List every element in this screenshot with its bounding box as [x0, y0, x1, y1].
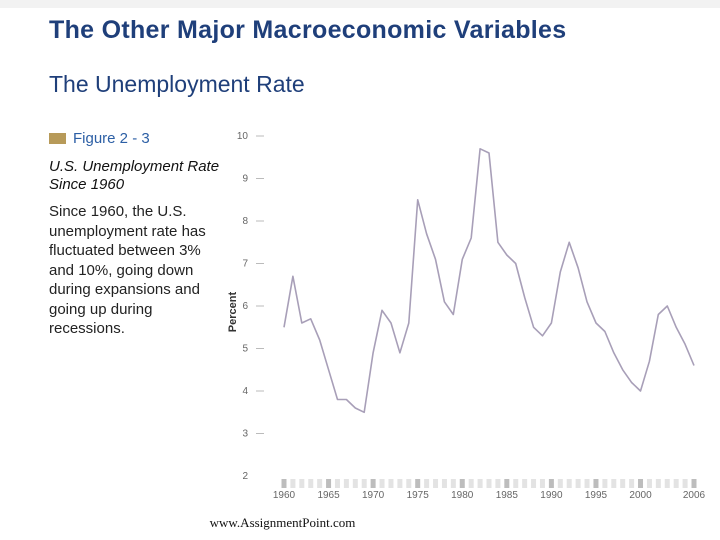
x-tick-mark — [334, 479, 340, 488]
x-tick-mark — [308, 479, 314, 488]
x-tick-mark — [388, 479, 394, 488]
x-tick-mark — [629, 479, 635, 488]
x-tick-mark — [317, 479, 323, 488]
x-tick-mark — [361, 479, 367, 488]
x-tick-mark — [433, 479, 439, 488]
x-tick-mark — [379, 479, 385, 488]
y-tick-label: 10 — [237, 131, 249, 142]
x-tick-mark — [531, 479, 537, 488]
x-axis: 1960 1965 1970 1975 1980 1985 1990 1995 2000 2006 — [273, 479, 706, 501]
x-tick-mark — [611, 479, 617, 488]
x-tick-mark — [602, 479, 608, 488]
x-tick-label: 1990 — [540, 490, 563, 501]
x-tick-mark — [566, 479, 572, 488]
y-tick-label: 2 — [242, 471, 248, 482]
x-tick-mark — [406, 479, 412, 488]
unemployment-series-line — [283, 148, 695, 414]
top-band — [0, 0, 720, 8]
x-tick-mark — [548, 479, 554, 488]
x-tick-mark — [343, 479, 349, 488]
x-tick-mark — [299, 479, 305, 488]
footer-url: www.AssignmentPoint.com — [209, 515, 356, 530]
x-tick-mark — [539, 479, 545, 488]
x-tick-mark — [522, 479, 528, 488]
series-layer — [283, 148, 695, 414]
slide-subtitle: The Unemployment Rate — [49, 71, 305, 97]
figure-label: Figure 2 - 3 — [49, 130, 150, 147]
x-tick-mark — [326, 479, 332, 488]
x-tick-mark — [682, 479, 688, 488]
x-tick-mark — [468, 479, 474, 488]
x-tick-mark — [691, 479, 697, 488]
x-tick-mark — [584, 479, 590, 488]
x-tick-mark — [424, 479, 430, 488]
x-tick-mark — [655, 479, 661, 488]
x-tick-mark — [441, 479, 447, 488]
x-tick-label: 1965 — [317, 490, 340, 501]
x-tick-mark — [646, 479, 652, 488]
x-tick-mark — [638, 479, 644, 488]
x-tick-label: 2000 — [629, 490, 652, 501]
y-tick-label: 7 — [242, 259, 248, 270]
figure-swatch — [49, 133, 66, 144]
y-tick-label: 3 — [242, 429, 248, 440]
x-tick-mark — [504, 479, 510, 488]
x-tick-label: 1980 — [451, 490, 474, 501]
x-tick-mark — [397, 479, 403, 488]
y-axis-label: Percent — [227, 291, 239, 332]
x-tick-mark — [415, 479, 421, 488]
x-tick-mark — [620, 479, 626, 488]
x-tick-mark — [593, 479, 599, 488]
y-tick-label: 4 — [242, 386, 248, 397]
figure-title-line2: Since 1960 — [49, 176, 125, 193]
x-tick-mark — [495, 479, 501, 488]
figure-title: U.S. Unemployment Rate Since 1960 — [49, 158, 249, 194]
figure-title-line1: U.S. Unemployment Rate — [49, 158, 220, 175]
figure-label-text: Figure 2 - 3 — [73, 130, 150, 147]
x-tick-mark — [486, 479, 492, 488]
x-tick-mark — [281, 479, 287, 488]
x-tick-mark — [370, 479, 376, 488]
x-tick-mark — [575, 479, 581, 488]
y-axis: 2 3 4 5 6 7 8 9 10 Percent — [227, 131, 264, 482]
x-tick-mark — [513, 479, 519, 488]
x-tick-mark — [459, 479, 465, 488]
x-tick-mark — [557, 479, 563, 488]
x-tick-mark — [290, 479, 296, 488]
y-tick-label: 9 — [242, 174, 248, 185]
y-tick-label: 5 — [242, 344, 248, 355]
x-tick-mark — [450, 479, 456, 488]
x-tick-label: 1975 — [407, 490, 430, 501]
y-tick-label: 8 — [242, 216, 248, 227]
x-tick-label: 1985 — [496, 490, 519, 501]
x-tick-mark — [352, 479, 358, 488]
x-tick-mark — [673, 479, 679, 488]
x-tick-label: 1960 — [273, 490, 296, 501]
x-tick-label: 1995 — [585, 490, 608, 501]
slide-title: The Other Major Macroeconomic Variables — [49, 16, 567, 44]
x-tick-mark — [664, 479, 670, 488]
x-tick-mark — [477, 479, 483, 488]
y-tick-label: 6 — [242, 301, 248, 312]
x-tick-label: 2006 — [683, 490, 706, 501]
figure-caption: Since 1960, the U.S. unemployment rate h… — [49, 203, 206, 337]
x-tick-label: 1970 — [362, 490, 385, 501]
